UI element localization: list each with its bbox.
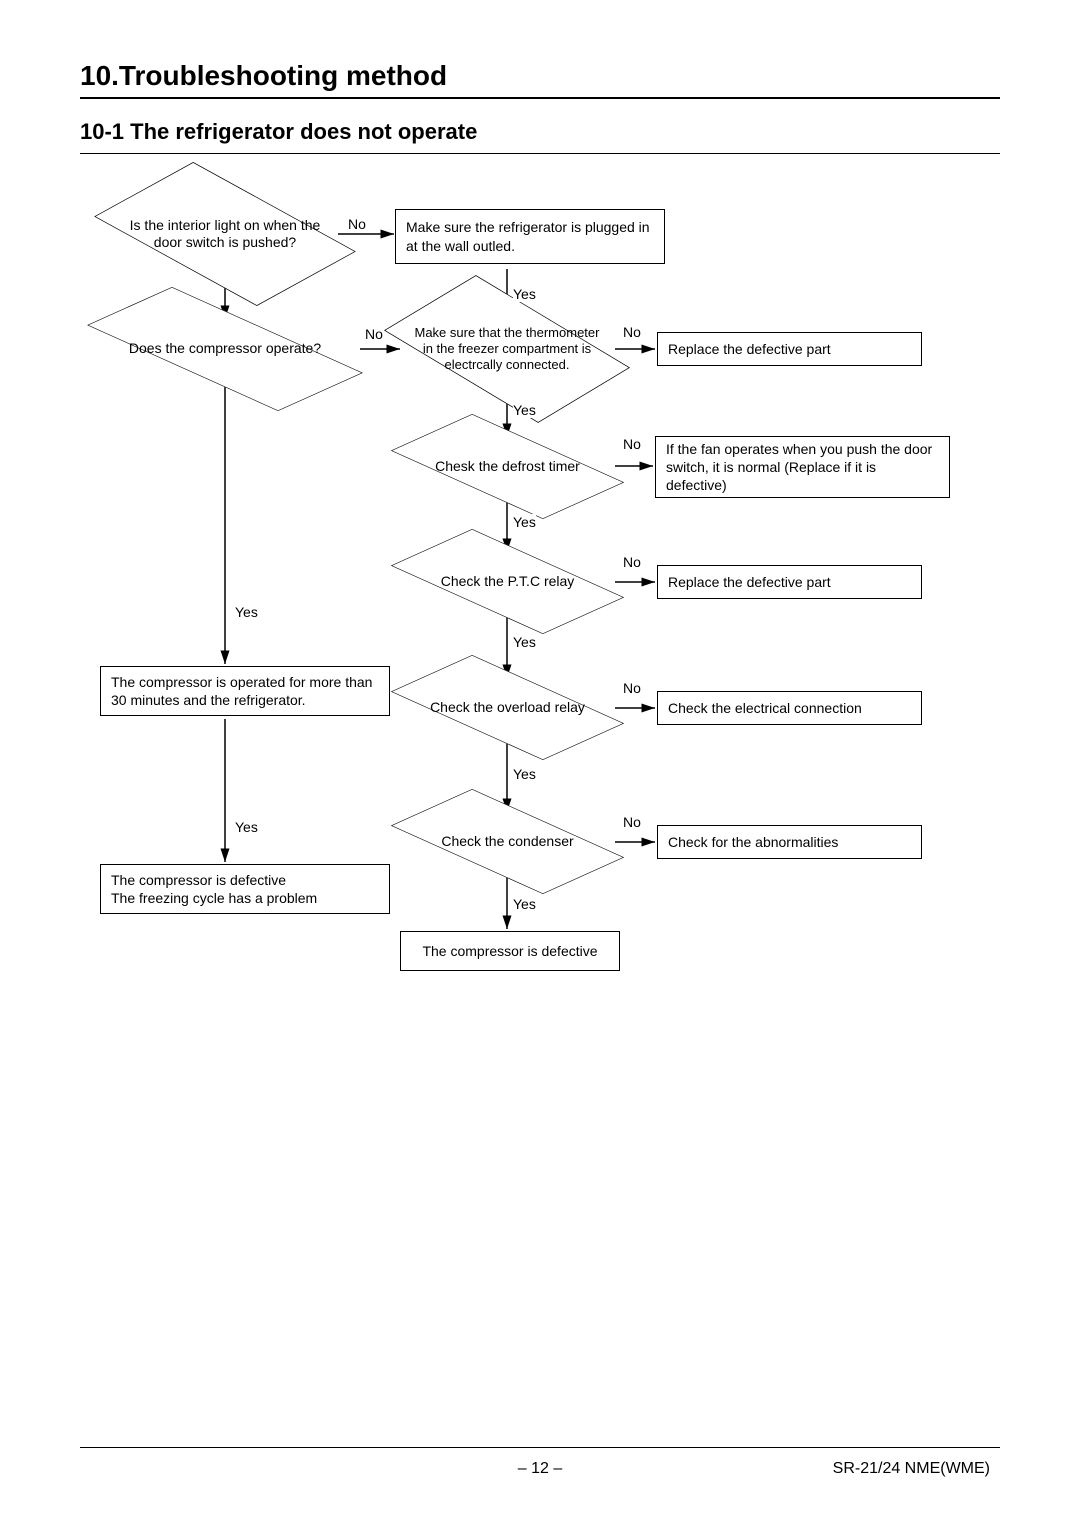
label-yes: Yes [235,604,258,620]
box-replace-part-1: Replace the defective part [657,332,922,366]
decision-text: Does the compressor operate? [90,289,360,409]
label-yes: Yes [513,402,536,418]
box-abnormalities: Check for the abnormalities [657,825,922,859]
label-no: No [623,324,641,340]
decision-ptc-relay: Check the P.T.C relay [400,524,615,639]
decision-text: Check the condenser [400,784,615,899]
label-no: No [623,554,641,570]
label-yes: Yes [235,819,258,835]
label-no: No [365,326,383,342]
label-yes: Yes [513,766,536,782]
decision-defrost-timer: Chesk the defrost timer [400,409,615,524]
subsection-title: 10-1 The refrigerator does not operate [80,119,1000,154]
box-electrical-connection: Check the electrical connection [657,691,922,725]
decision-condenser: Check the condenser [400,784,615,899]
decision-text: Make sure that the thermometer in the fr… [398,284,616,414]
decision-text: Is the interior light on when the door s… [110,164,340,304]
footer-rule [80,1447,1000,1448]
label-no: No [348,216,366,232]
label-yes: Yes [513,896,536,912]
decision-text: Check the P.T.C relay [400,524,615,639]
flowchart: Is the interior light on when the door s… [80,194,1000,1244]
decision-compressor-operate: Does the compressor operate? [90,289,360,409]
label-yes: Yes [513,514,536,530]
label-no: No [623,680,641,696]
box-compressor-defective: The compressor is defective [400,931,620,971]
box-compressor-30min: The compressor is operated for more than… [100,666,390,716]
decision-text: Chesk the defrost timer [400,409,615,524]
label-no: No [623,436,641,452]
box-replace-part-2: Replace the defective part [657,565,922,599]
box-plugged-in: Make sure the refrigerator is plugged in… [395,209,665,264]
decision-text: Check the overload relay [400,650,615,765]
label-no: No [623,814,641,830]
box-fan-normal: If the fan operates when you push the do… [655,436,950,498]
section-title: 10.Troubleshooting method [80,60,1000,99]
label-yes: Yes [513,286,536,302]
decision-overload-relay: Check the overload relay [400,650,615,765]
decision-interior-light: Is the interior light on when the door s… [110,164,340,304]
footer-model: SR-21/24 NME(WME) [833,1460,990,1478]
decision-thermometer: Make sure that the thermometer in the fr… [398,284,616,414]
box-freezing-cycle: The compressor is defective The freezing… [100,864,390,914]
label-yes: Yes [513,634,536,650]
